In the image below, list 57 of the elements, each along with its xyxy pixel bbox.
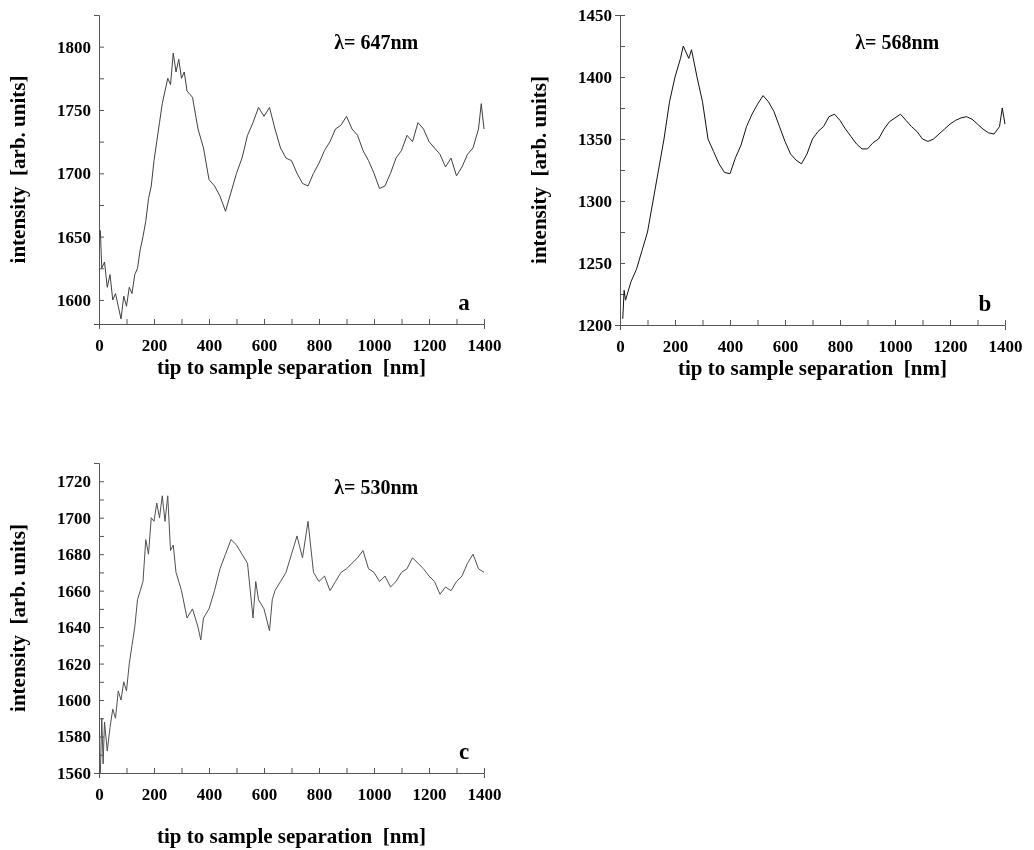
x-tick-label: 0 [95,784,104,804]
line-series [99,52,485,320]
x-tick-label: 0 [95,335,104,355]
y-tick-label: 1560 [57,763,91,783]
x-tick-label: 800 [827,336,854,356]
y-tick-label: 1600 [57,290,91,310]
x-tick-label: 1400 [467,335,502,355]
y-tick-label: 1450 [578,5,612,25]
x-tick-label: 1200 [933,336,968,356]
x-tick-label: 400 [717,336,744,356]
x-axis-title: tip to sample separation [nm] [678,356,947,380]
annotation: λ= 530nm [334,476,419,498]
y-tick-label: 1620 [57,654,91,674]
annotation: b [978,291,992,316]
x-tick-label: 1000 [357,335,392,355]
y-tick-label: 1350 [578,129,612,149]
x-tick-label: 1400 [467,784,502,804]
y-tick-label: 1800 [57,37,91,57]
x-tick-label: 200 [141,784,168,804]
annotation: λ= 647nm [334,31,419,53]
x-tick-label: 800 [306,784,333,804]
y-tick-label: 1600 [57,691,91,710]
x-tick-label: 1200 [412,335,447,355]
x-tick-label: 600 [251,784,278,804]
y-tick-label: 1200 [578,315,612,335]
x-tick-label: 200 [141,335,168,355]
y-axis-title: intensity [arb. units] [527,76,551,264]
x-tick-label: 1400 [988,336,1023,356]
x-axis-title: tip to sample separation [nm] [157,355,426,379]
y-tick-label: 1700 [57,164,91,184]
y-tick-label: 1720 [57,472,91,492]
annotation: λ= 568nm [855,31,940,53]
y-tick-label: 1680 [57,545,91,565]
x-axis-title: tip to sample separation [nm] [157,824,426,848]
x-tick-label: 1200 [412,784,447,804]
y-axis-title: intensity [arb. units] [6,524,30,712]
x-tick-label: 800 [306,335,333,355]
x-tick-label: 0 [616,336,625,356]
y-tick-label: 1700 [57,508,91,528]
y-tick-label: 1640 [57,618,91,638]
y-tick-label: 1300 [578,191,612,211]
y-tick-label: 1400 [578,67,612,87]
x-tick-label: 400 [196,784,223,804]
x-tick-label: 1000 [357,784,392,804]
y-tick-label: 1660 [57,581,91,601]
y-tick-label: 1750 [57,100,91,120]
y-tick-label: 1250 [578,253,612,273]
y-axis-title: intensity [arb. units] [6,75,30,264]
x-tick-label: 600 [251,335,278,355]
y-tick-label: 1650 [57,227,91,247]
x-tick-label: 200 [662,336,689,356]
annotation: c [458,739,470,764]
y-tick-label: 1580 [57,727,91,747]
annotation: a [458,290,471,315]
x-tick-label: 1000 [878,336,913,356]
x-tick-label: 600 [772,336,799,356]
x-tick-label: 400 [196,335,223,355]
